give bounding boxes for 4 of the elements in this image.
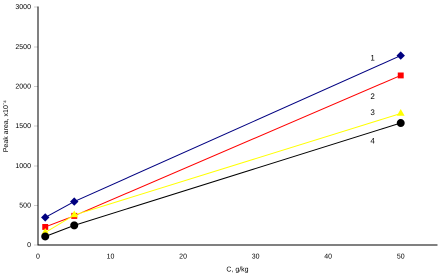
series-label: 4 <box>370 136 376 146</box>
series-label: 1 <box>370 53 376 62</box>
series-label: 2 <box>370 92 376 101</box>
series-label: 3 <box>370 108 376 117</box>
